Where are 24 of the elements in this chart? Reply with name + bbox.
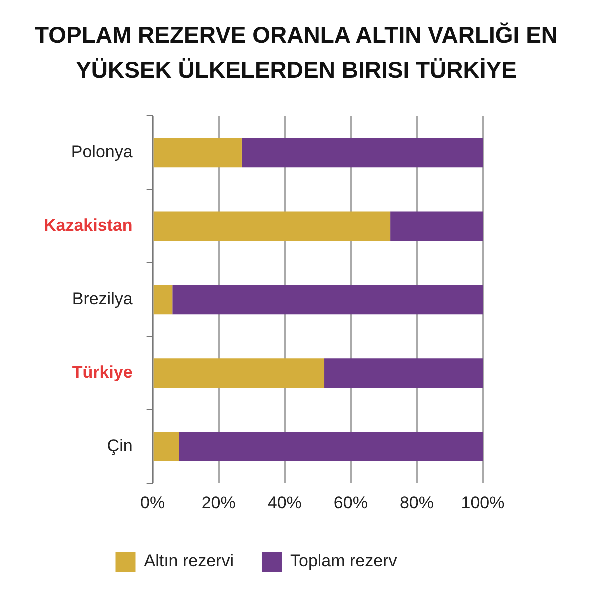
bar	[154, 285, 173, 315]
bar	[172, 285, 483, 315]
x-tick-label: 40%	[268, 493, 302, 512]
y-tick-label: Brezilya	[72, 290, 134, 309]
legend-label: Altın rezervi	[144, 552, 234, 571]
bar	[390, 212, 483, 242]
bar	[154, 432, 180, 462]
bar	[154, 358, 325, 388]
bar	[242, 138, 483, 168]
y-tick-label: Kazakistan	[44, 216, 133, 236]
y-tick-label: Çin	[107, 436, 133, 456]
y-tick-label: Polonya	[71, 142, 134, 162]
x-tick-label: 0%	[140, 493, 166, 512]
legend-label: Toplam rezerv	[290, 552, 398, 571]
y-tick-label: Türkiye	[72, 363, 133, 382]
bar	[154, 138, 242, 168]
x-tick-label: 80%	[400, 493, 434, 512]
x-tick-label: 60%	[334, 493, 368, 512]
chart-title: TOPLAM REZERVE ORANLA ALTIN VARLIĞI EN YÜKSEK ÜLKELERDEN BIRISI TÜRKİYE	[34, 21, 560, 85]
bar	[324, 358, 483, 388]
x-tick-label: 100%	[461, 493, 505, 512]
bar	[179, 432, 483, 462]
x-tick-label: 20%	[202, 493, 236, 512]
bar	[154, 212, 391, 242]
